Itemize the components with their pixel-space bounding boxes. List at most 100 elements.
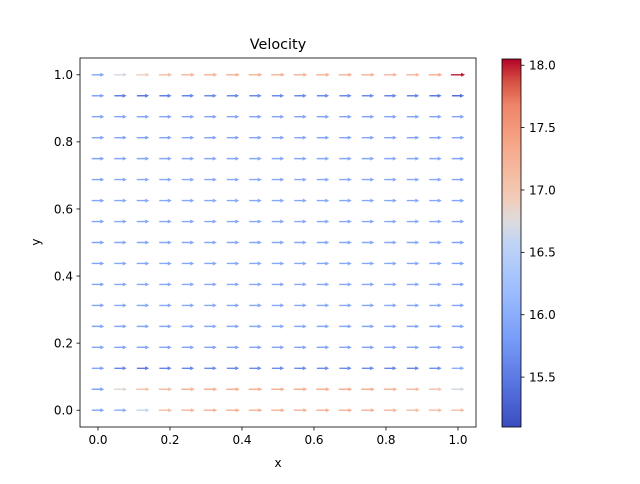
velocity-arrow — [113, 72, 128, 77]
velocity-arrow — [114, 93, 127, 98]
velocity-arrow — [136, 156, 150, 161]
velocity-arrow — [249, 114, 262, 119]
velocity-arrow — [406, 135, 420, 140]
velocity-arrow — [406, 156, 420, 161]
velocity-arrow — [450, 72, 466, 77]
velocity-arrow — [294, 177, 307, 182]
velocity-arrow — [271, 93, 285, 98]
velocity-arrow — [339, 324, 352, 329]
velocity-arrow — [316, 72, 330, 77]
velocity-arrow — [294, 366, 307, 371]
velocity-arrow — [271, 282, 285, 287]
x-axis-label: x — [274, 456, 281, 470]
velocity-arrow — [248, 72, 263, 77]
velocity-arrow — [159, 198, 172, 203]
velocity-arrow — [406, 198, 420, 203]
velocity-arrow — [451, 408, 465, 413]
velocity-arrow — [158, 387, 173, 392]
velocity-arrow — [406, 72, 420, 77]
velocity-arrow — [204, 324, 217, 329]
velocity-arrow — [406, 177, 420, 182]
velocity-arrow — [294, 93, 307, 98]
velocity-arrow — [226, 387, 240, 392]
velocity-arrow — [181, 240, 195, 245]
y-tick-label: 1.0 — [54, 68, 73, 82]
velocity-arrow — [316, 156, 330, 161]
velocity-arrow — [226, 198, 240, 203]
velocity-arrow — [136, 324, 150, 329]
velocity-arrow — [271, 219, 285, 224]
velocity-arrow — [204, 198, 217, 203]
velocity-arrow — [361, 198, 375, 203]
velocity-arrow — [204, 156, 217, 161]
velocity-arrow — [114, 282, 127, 287]
velocity-arrow — [114, 303, 127, 308]
velocity-arrow — [181, 387, 195, 392]
velocity-arrow — [226, 114, 240, 119]
velocity-arrow — [339, 135, 352, 140]
y-axis-label: y — [29, 238, 43, 245]
velocity-arrow — [406, 303, 420, 308]
velocity-arrow — [271, 408, 285, 413]
velocity-arrow — [271, 135, 285, 140]
velocity-arrow — [294, 345, 307, 350]
velocity-arrow — [451, 387, 465, 392]
velocity-arrow — [361, 366, 375, 371]
y-tick-label: 0.0 — [54, 404, 73, 418]
velocity-arrow — [181, 135, 195, 140]
colorbar-tick-label: 16.0 — [529, 308, 556, 322]
velocity-arrow — [293, 408, 308, 413]
velocity-arrow — [159, 240, 172, 245]
velocity-arrow — [339, 93, 352, 98]
velocity-arrow — [91, 114, 105, 119]
velocity-arrow — [226, 345, 240, 350]
velocity-arrow — [136, 282, 150, 287]
velocity-arrow — [91, 261, 105, 266]
velocity-arrow — [158, 408, 173, 413]
velocity-arrow — [226, 282, 240, 287]
velocity-arrow — [181, 261, 195, 266]
velocity-arrow — [429, 93, 442, 98]
velocity-arrow — [361, 282, 375, 287]
velocity-arrow — [406, 282, 420, 287]
velocity-arrow — [451, 366, 465, 371]
velocity-arrow — [316, 219, 330, 224]
velocity-arrow — [91, 240, 105, 245]
velocity-arrow — [316, 177, 330, 182]
velocity-arrow — [248, 387, 263, 392]
velocity-arrow — [384, 324, 397, 329]
velocity-arrow — [226, 135, 240, 140]
velocity-arrow — [384, 219, 397, 224]
velocity-arrow — [361, 135, 375, 140]
x-tick-label: 0.0 — [88, 433, 107, 447]
velocity-arrow — [249, 198, 262, 203]
velocity-arrow — [361, 72, 375, 77]
velocity-arrow — [316, 135, 330, 140]
velocity-arrow — [181, 72, 195, 77]
velocity-arrow — [294, 324, 307, 329]
velocity-arrow — [451, 177, 465, 182]
velocity-arrow — [271, 303, 285, 308]
velocity-arrow — [181, 324, 195, 329]
velocity-arrow — [361, 114, 375, 119]
velocity-arrow — [451, 156, 465, 161]
velocity-arrow — [204, 240, 217, 245]
velocity-arrow — [203, 72, 218, 77]
velocity-arrow — [429, 198, 442, 203]
velocity-arrow — [316, 345, 330, 350]
velocity-arrow — [91, 156, 105, 161]
colorbar-ticks: 15.5 16.0 16.5 17.0 17.5 18.0 — [521, 59, 556, 384]
velocity-arrow — [429, 303, 442, 308]
y-tick-label: 0.4 — [54, 269, 73, 283]
velocity-arrow — [339, 198, 352, 203]
velocity-arrow — [226, 261, 240, 266]
velocity-arrow — [91, 135, 105, 140]
velocity-arrow — [339, 261, 352, 266]
velocity-arrow — [271, 387, 285, 392]
velocity-arrow — [226, 408, 240, 413]
velocity-arrow — [226, 324, 240, 329]
velocity-arrow — [136, 198, 150, 203]
x-tick-label: 0.8 — [376, 433, 395, 447]
velocity-arrow — [136, 219, 150, 224]
